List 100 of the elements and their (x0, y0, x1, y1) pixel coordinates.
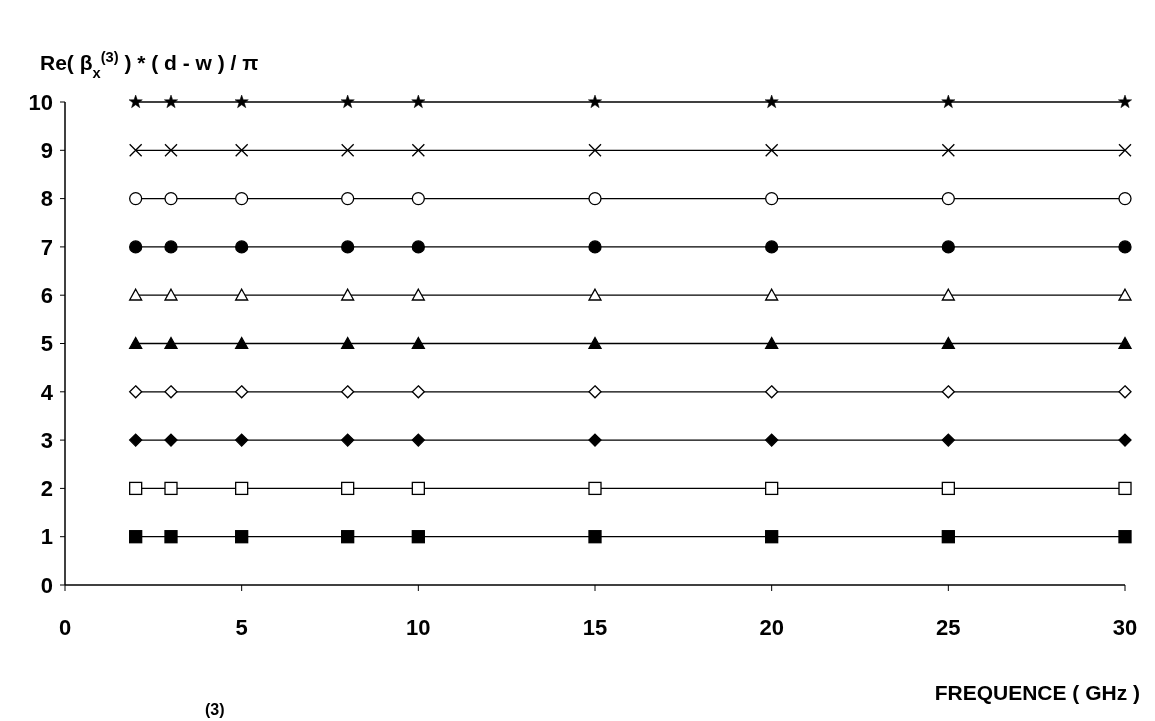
point (588, 143, 602, 157)
point (1118, 385, 1132, 399)
point (765, 143, 779, 157)
y-tick-label: 6 (40, 282, 53, 308)
x-axis-title: FREQUENCE ( GHz ) (934, 681, 1140, 704)
point (941, 433, 955, 447)
point (1118, 94, 1132, 108)
point (588, 530, 602, 544)
point (129, 240, 143, 254)
point (235, 143, 249, 157)
point (235, 191, 249, 206)
point (588, 385, 602, 399)
point (129, 336, 143, 349)
point (1118, 288, 1132, 301)
point (411, 385, 425, 399)
point (941, 143, 955, 157)
point (765, 336, 779, 349)
point (164, 481, 178, 496)
point (941, 94, 956, 108)
x-tick-label: 20 (759, 615, 784, 640)
point (341, 240, 355, 254)
point (341, 385, 355, 399)
point (588, 288, 602, 301)
point (765, 191, 779, 206)
point (1118, 143, 1132, 157)
x-tick-label: 15 (582, 615, 608, 640)
point (588, 191, 602, 206)
point (164, 530, 178, 544)
point (164, 385, 178, 399)
point (411, 191, 425, 206)
point (765, 433, 779, 447)
text: (3) (205, 701, 225, 718)
point (1118, 240, 1132, 254)
point (411, 336, 425, 349)
point (1118, 433, 1132, 447)
point (588, 336, 602, 349)
point (411, 288, 425, 301)
point (129, 481, 143, 496)
y-tick-label: 3 (40, 427, 53, 453)
point (341, 481, 355, 496)
y-tick-label: 8 (40, 186, 53, 212)
point (234, 94, 249, 108)
x-tick-label: 0 (58, 615, 72, 640)
point (164, 433, 178, 447)
point (941, 385, 955, 399)
point (411, 481, 425, 496)
point (341, 143, 355, 157)
x-tick-label: 30 (1112, 615, 1138, 640)
point (941, 288, 955, 301)
point (1118, 336, 1132, 349)
point (588, 481, 602, 496)
x-tick-label: 25 (936, 615, 961, 640)
point (164, 94, 178, 108)
y-tick-label: 9 (40, 138, 53, 163)
y-tick-label: 10 (28, 89, 53, 115)
point (129, 530, 143, 544)
y-tick-label: 0 (40, 572, 53, 598)
point (941, 481, 955, 496)
point (411, 530, 425, 544)
point (341, 336, 355, 349)
point (164, 336, 178, 349)
point (411, 94, 426, 108)
point (941, 191, 955, 206)
y-tick-label: 4 (40, 379, 54, 405)
point (1118, 481, 1132, 496)
y-axis-title: Re( β$_{x}$$^{(3)}$ ) * ( d - w ) / π (40, 49, 259, 81)
x-tick-label: 10 (406, 615, 431, 640)
x-tick-label: 5 (235, 615, 248, 640)
point (235, 530, 249, 544)
point (1118, 191, 1132, 206)
point (411, 433, 425, 447)
point (129, 433, 143, 447)
point (129, 288, 143, 301)
point (765, 385, 779, 399)
point (765, 288, 779, 301)
y-tick-label: 2 (40, 476, 53, 502)
point (129, 143, 143, 157)
point (1118, 530, 1132, 544)
point (588, 433, 602, 447)
point (341, 530, 355, 544)
point (411, 240, 425, 254)
point (235, 288, 249, 301)
point (128, 94, 143, 108)
point (941, 530, 955, 544)
point (765, 240, 779, 254)
point (765, 530, 779, 544)
point (341, 191, 355, 206)
point (129, 191, 143, 206)
point (340, 94, 355, 108)
point (941, 336, 955, 349)
point (129, 385, 143, 399)
point (235, 481, 249, 496)
point (235, 433, 249, 447)
point (941, 240, 955, 254)
y-tick-label: 1 (40, 524, 53, 550)
y-tick-label: 5 (40, 331, 53, 357)
point (235, 240, 249, 254)
point (164, 191, 178, 206)
point (411, 143, 425, 157)
point (164, 288, 178, 301)
